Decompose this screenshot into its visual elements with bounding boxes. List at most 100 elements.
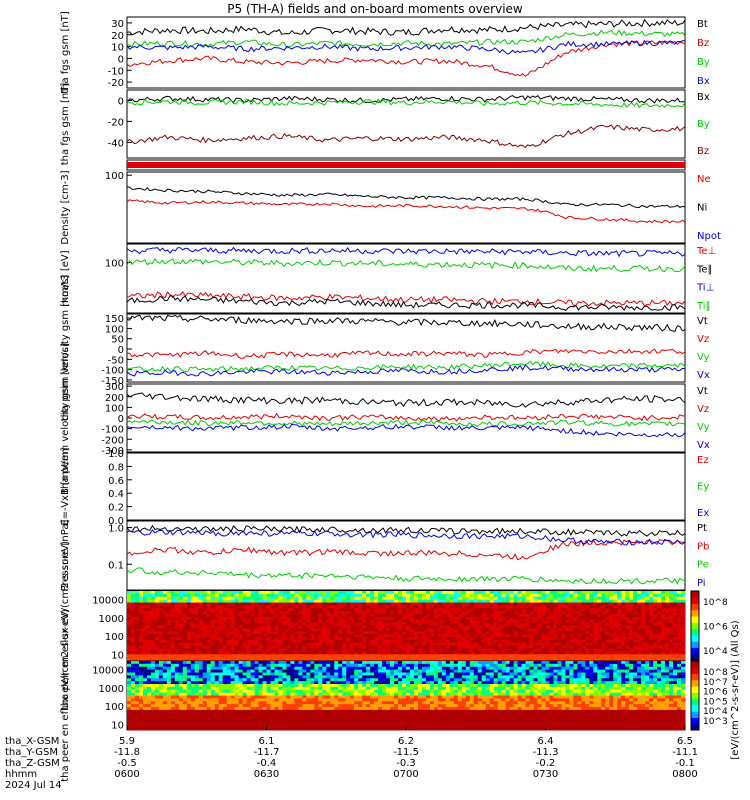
- heatmap-cell: [302, 689, 307, 694]
- heatmap-cell: [473, 596, 479, 601]
- heatmap-cell: [290, 727, 295, 731]
- heatmap-cell: [282, 715, 287, 719]
- heatmap-cell: [629, 648, 634, 652]
- legend-pb: Pb: [697, 541, 709, 552]
- ytick-label: 10000: [92, 596, 124, 607]
- heatmap-cell: [617, 625, 622, 629]
- heatmap-cell: [366, 681, 371, 685]
- heatmap-cell: [565, 614, 570, 618]
- heatmap-cell: [222, 695, 228, 699]
- heatmap-cell: [549, 611, 554, 615]
- heatmap-cell: [306, 709, 311, 714]
- heatmap-cell: [266, 631, 271, 635]
- heatmap-cell: [613, 608, 618, 612]
- heatmap-cell: [202, 628, 208, 632]
- heatmap-cell: [226, 672, 232, 676]
- heatmap-cell: [501, 637, 507, 641]
- heatmap-cell: [234, 599, 240, 603]
- heatmap-cell: [214, 698, 220, 702]
- heatmap-cell: [577, 628, 582, 632]
- heatmap-cell: [218, 695, 224, 699]
- heatmap-cell: [322, 689, 327, 694]
- heatmap-cell: [238, 669, 244, 673]
- heatmap-cell: [322, 642, 327, 647]
- heatmap-cell: [565, 611, 570, 615]
- heatmap-cell: [162, 596, 168, 601]
- heatmap-cell: [282, 661, 287, 665]
- heatmap-cell: [226, 654, 232, 658]
- heatmap-cell: [549, 593, 554, 598]
- heatmap-cell: [342, 593, 347, 598]
- heatmap-cell: [262, 663, 267, 668]
- heatmap-cell: [146, 651, 152, 655]
- heatmap-cell: [127, 651, 132, 655]
- heatmap-cell: [485, 619, 491, 624]
- heatmap-cell: [166, 672, 172, 676]
- heatmap-cell: [254, 619, 260, 624]
- heatmap-cell: [338, 686, 343, 691]
- heatmap-cell: [625, 611, 630, 615]
- heatmap-cell: [154, 692, 160, 696]
- heatmap-cell: [461, 622, 467, 626]
- heatmap-cell: [609, 605, 614, 609]
- heatmap-cell: [286, 663, 291, 668]
- heatmap-cell: [270, 642, 275, 647]
- heatmap-cell: [326, 678, 331, 682]
- heatmap-cell: [453, 628, 459, 632]
- heatmap-cell: [134, 678, 140, 682]
- heatmap-cell: [194, 642, 200, 647]
- colorbar-swatch: [691, 641, 699, 648]
- heatmap-cell: [529, 645, 535, 649]
- heatmap-cell: [378, 631, 383, 635]
- heatmap-cell: [553, 596, 558, 601]
- heatmap-cell: [258, 648, 264, 652]
- heatmap-cell: [330, 645, 335, 649]
- heatmap-cell: [198, 675, 204, 679]
- heatmap-cell: [485, 657, 491, 661]
- heatmap-cell: [234, 721, 240, 725]
- heatmap-cell: [214, 721, 220, 725]
- heatmap-cell: [509, 654, 515, 658]
- heatmap-cell: [350, 637, 355, 641]
- heatmap-cell: [166, 639, 172, 644]
- heatmap-cell: [681, 599, 686, 603]
- series-line-bx: [126, 95, 686, 104]
- heatmap-cell: [162, 724, 168, 728]
- heatmap-cell: [134, 616, 140, 621]
- heatmap-cell: [382, 631, 387, 635]
- heatmap-cell: [210, 709, 216, 714]
- heatmap-cell: [326, 637, 331, 641]
- heatmap-cell: [553, 625, 558, 629]
- heatmap-cell: [218, 593, 224, 598]
- heatmap-cell: [154, 661, 160, 665]
- heatmap-cell: [222, 661, 228, 665]
- heatmap-cell: [449, 651, 455, 655]
- heatmap-cell: [134, 669, 140, 673]
- heatmap-cell: [186, 672, 192, 676]
- heatmap-cell: [346, 704, 351, 708]
- heatmap-cell: [390, 605, 395, 609]
- heatmap-cell: [234, 648, 240, 652]
- heatmap-cell: [433, 631, 439, 635]
- heatmap-cell: [170, 625, 176, 629]
- heatmap-cell: [158, 692, 164, 696]
- heatmap-cell: [605, 591, 610, 595]
- heatmap-cell: [186, 614, 192, 618]
- heatmap-cell: [326, 599, 331, 603]
- heatmap-cell: [306, 634, 311, 638]
- heatmap-cell: [350, 645, 355, 649]
- heatmap-cell: [338, 591, 343, 595]
- heatmap-cell: [202, 642, 208, 647]
- heatmap-cell: [222, 599, 228, 603]
- heatmap-cell: [677, 619, 682, 624]
- heatmap-cell: [374, 639, 379, 644]
- heatmap-cell: [429, 645, 435, 649]
- heatmap-cell: [489, 628, 495, 632]
- heatmap-cell: [290, 622, 295, 626]
- heatmap-cell: [322, 701, 327, 705]
- heatmap-cell: [286, 692, 291, 696]
- heatmap-cell: [413, 614, 419, 618]
- heatmap-cell: [649, 616, 654, 621]
- heatmap-cell: [378, 602, 383, 606]
- heatmap-cell: [581, 634, 586, 638]
